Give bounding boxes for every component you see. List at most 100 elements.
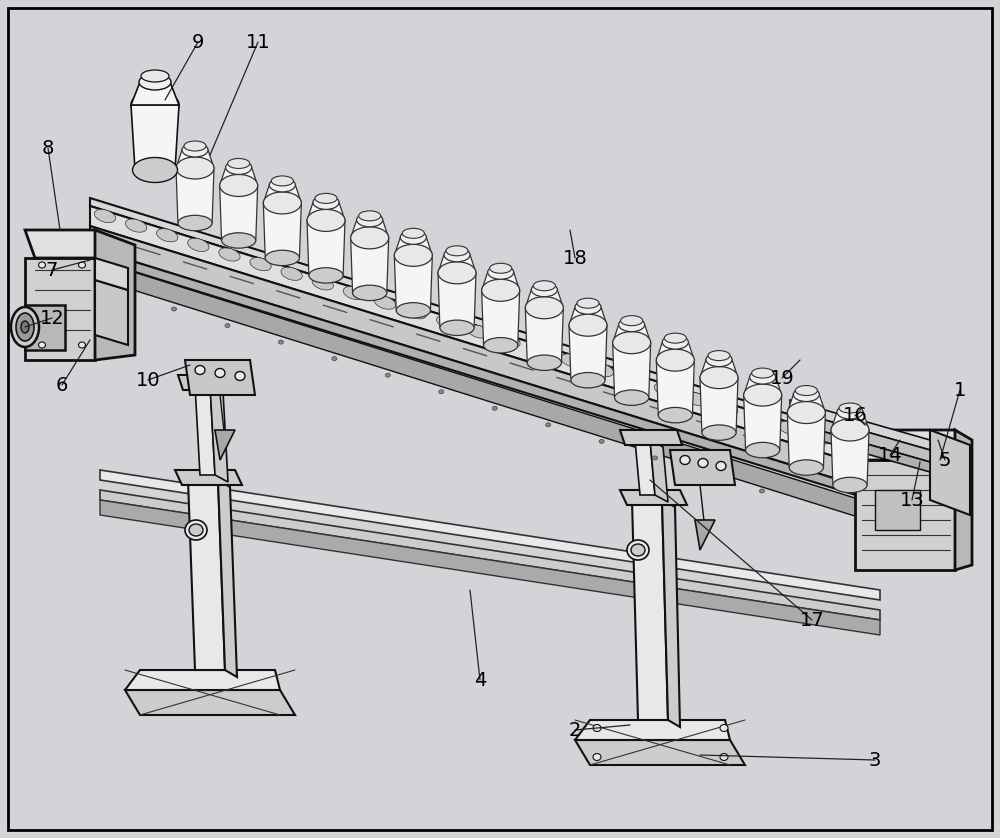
Polygon shape xyxy=(790,400,930,450)
Text: 17: 17 xyxy=(800,611,824,629)
Ellipse shape xyxy=(530,344,551,357)
Polygon shape xyxy=(125,690,295,715)
Polygon shape xyxy=(351,238,389,292)
Ellipse shape xyxy=(172,307,176,311)
Ellipse shape xyxy=(394,245,432,266)
Ellipse shape xyxy=(744,384,782,406)
Ellipse shape xyxy=(546,423,551,427)
Polygon shape xyxy=(955,430,972,570)
Ellipse shape xyxy=(706,353,732,366)
Ellipse shape xyxy=(623,373,645,386)
Ellipse shape xyxy=(309,267,343,283)
Polygon shape xyxy=(131,105,179,170)
Polygon shape xyxy=(220,185,258,241)
Polygon shape xyxy=(569,308,607,325)
Polygon shape xyxy=(188,480,225,670)
Ellipse shape xyxy=(343,287,365,300)
Ellipse shape xyxy=(531,282,557,297)
Text: 1: 1 xyxy=(954,380,966,400)
Text: 5: 5 xyxy=(939,451,951,469)
Ellipse shape xyxy=(219,248,240,261)
Ellipse shape xyxy=(313,195,339,210)
Ellipse shape xyxy=(139,74,171,90)
Ellipse shape xyxy=(312,277,333,290)
Ellipse shape xyxy=(440,320,474,335)
Polygon shape xyxy=(307,220,345,276)
Ellipse shape xyxy=(439,390,444,394)
Ellipse shape xyxy=(746,442,780,458)
Ellipse shape xyxy=(680,456,690,464)
Polygon shape xyxy=(650,440,668,502)
Polygon shape xyxy=(25,230,105,258)
Ellipse shape xyxy=(353,285,387,301)
Text: 18: 18 xyxy=(563,249,587,267)
Ellipse shape xyxy=(482,279,520,302)
Ellipse shape xyxy=(787,401,825,423)
Polygon shape xyxy=(787,395,825,412)
Ellipse shape xyxy=(332,357,337,360)
Polygon shape xyxy=(875,490,920,530)
Polygon shape xyxy=(632,500,668,720)
Ellipse shape xyxy=(402,228,424,238)
Ellipse shape xyxy=(750,370,776,384)
Ellipse shape xyxy=(271,176,293,186)
Ellipse shape xyxy=(810,431,831,444)
Ellipse shape xyxy=(281,267,302,281)
Polygon shape xyxy=(855,460,955,570)
Ellipse shape xyxy=(621,316,643,326)
Polygon shape xyxy=(394,237,432,256)
Polygon shape xyxy=(307,203,345,220)
Ellipse shape xyxy=(903,460,925,473)
Polygon shape xyxy=(215,430,235,460)
Polygon shape xyxy=(613,324,651,343)
Ellipse shape xyxy=(571,373,605,388)
Polygon shape xyxy=(351,220,389,238)
Ellipse shape xyxy=(716,462,726,470)
Ellipse shape xyxy=(627,540,649,560)
Text: 14: 14 xyxy=(878,446,902,464)
Polygon shape xyxy=(525,308,563,363)
Ellipse shape xyxy=(752,368,774,378)
Ellipse shape xyxy=(706,473,711,477)
Ellipse shape xyxy=(400,230,426,245)
Polygon shape xyxy=(569,325,607,380)
Ellipse shape xyxy=(78,262,86,268)
Ellipse shape xyxy=(444,248,470,261)
Ellipse shape xyxy=(16,313,34,341)
Ellipse shape xyxy=(720,753,728,761)
Ellipse shape xyxy=(631,544,645,556)
Text: 8: 8 xyxy=(42,138,54,158)
Ellipse shape xyxy=(525,297,563,318)
Ellipse shape xyxy=(222,233,256,248)
Ellipse shape xyxy=(934,469,956,483)
Ellipse shape xyxy=(779,422,800,434)
Polygon shape xyxy=(25,305,65,350)
Polygon shape xyxy=(790,422,930,472)
Ellipse shape xyxy=(839,403,861,413)
Ellipse shape xyxy=(265,251,299,266)
Ellipse shape xyxy=(315,194,337,204)
Text: 2: 2 xyxy=(569,721,581,739)
Text: 6: 6 xyxy=(56,375,68,395)
Ellipse shape xyxy=(225,323,230,328)
Ellipse shape xyxy=(664,334,686,343)
Polygon shape xyxy=(620,490,687,505)
Polygon shape xyxy=(831,412,869,430)
Text: 9: 9 xyxy=(192,33,204,51)
Ellipse shape xyxy=(94,210,116,223)
Ellipse shape xyxy=(189,524,203,536)
Ellipse shape xyxy=(569,314,607,336)
Ellipse shape xyxy=(131,91,179,119)
Ellipse shape xyxy=(527,355,561,370)
Polygon shape xyxy=(90,198,930,466)
Ellipse shape xyxy=(593,753,601,761)
Ellipse shape xyxy=(385,373,390,377)
Text: 13: 13 xyxy=(900,490,924,510)
Ellipse shape xyxy=(658,407,692,423)
Ellipse shape xyxy=(269,178,295,192)
Ellipse shape xyxy=(662,335,688,349)
Ellipse shape xyxy=(492,406,497,411)
Polygon shape xyxy=(178,375,240,390)
Ellipse shape xyxy=(795,385,817,396)
Polygon shape xyxy=(930,430,970,515)
